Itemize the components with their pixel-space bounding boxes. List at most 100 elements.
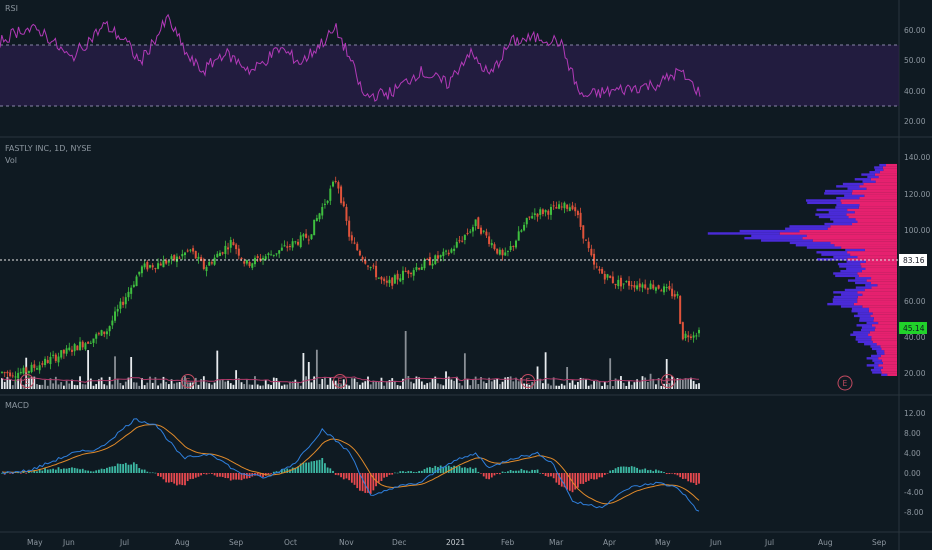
macd-hist-bar	[208, 473, 211, 474]
candle	[380, 275, 383, 284]
profile-down-bar	[836, 204, 860, 207]
volume-bar	[122, 385, 125, 389]
volume-bar	[141, 378, 143, 389]
profile-up-bar	[779, 232, 897, 235]
candle	[445, 249, 448, 256]
macd-hist-bar	[657, 470, 660, 473]
candle	[442, 248, 445, 262]
volume-bar	[504, 377, 507, 389]
volume-bar	[520, 377, 523, 389]
volume-bar	[547, 383, 550, 389]
macd-hist-bar	[469, 467, 472, 473]
volume-bar	[337, 383, 340, 389]
profile-up-bar	[874, 173, 897, 176]
profile-up-bar	[882, 366, 897, 369]
macd-hist-bar	[515, 470, 517, 473]
volume-bar	[97, 379, 100, 389]
macd-hist-bar	[380, 473, 383, 482]
macd-hist-bar	[49, 469, 52, 473]
earnings-marker[interactable]: E	[181, 374, 195, 388]
profile-up-bar	[854, 211, 897, 214]
earnings-marker[interactable]: E	[20, 374, 34, 388]
candle	[410, 271, 413, 278]
month-label: Apr	[603, 538, 617, 547]
macd-hist-bar	[103, 469, 106, 473]
candle	[138, 271, 141, 277]
volume-bar	[517, 381, 520, 389]
candle	[14, 371, 17, 383]
macd-hist-bar	[461, 467, 464, 473]
candle	[235, 242, 238, 255]
macd-hist-bar	[200, 473, 203, 476]
macd-hist-bar	[598, 473, 601, 478]
volume-bar	[100, 377, 103, 389]
profile-down-bar	[795, 244, 835, 247]
volume-bar	[350, 378, 353, 389]
macd-tick: 4.00	[904, 449, 921, 458]
candle	[660, 288, 663, 292]
macd-hist-bar	[466, 468, 469, 473]
profile-down-bar	[844, 194, 865, 197]
macd-hist-bar	[574, 473, 577, 490]
volume-bar	[146, 382, 149, 389]
macd-hist-bar	[493, 473, 496, 476]
volume-bar	[690, 377, 692, 389]
candle	[485, 228, 488, 239]
profile-up-bar	[857, 295, 897, 299]
ref-price-label: 83.16	[903, 256, 925, 265]
candle	[114, 306, 117, 323]
volume-bar	[665, 359, 668, 389]
macd-hist-bar	[116, 463, 119, 473]
volume-bar	[71, 379, 73, 389]
profile-up-bar	[802, 236, 897, 240]
macd-hist-bar	[6, 472, 9, 474]
volume-bar	[119, 382, 122, 389]
macd-hist-bar	[17, 472, 20, 474]
candle	[681, 321, 684, 341]
candle	[11, 372, 14, 379]
volume-bar	[162, 376, 165, 389]
candle	[539, 207, 542, 220]
candle	[178, 255, 181, 260]
profile-up-bar	[871, 338, 897, 341]
candle	[41, 360, 44, 368]
profile-down-bar	[876, 350, 885, 353]
candle	[603, 270, 606, 284]
candle	[420, 263, 423, 270]
profile-up-bar	[852, 189, 897, 193]
profile-up-bar	[857, 300, 897, 303]
candle	[283, 240, 286, 247]
profile-down-bar	[816, 251, 848, 254]
volume-bar	[159, 383, 162, 389]
candle	[167, 259, 170, 266]
candle	[458, 235, 461, 244]
macd-hist-bar	[638, 469, 641, 473]
volume-bar	[496, 378, 499, 389]
profile-up-bar	[847, 251, 897, 254]
price-axis[interactable]	[899, 0, 932, 550]
candle	[649, 280, 652, 290]
volume-bar	[216, 350, 219, 389]
candle	[253, 255, 256, 267]
earnings-marker[interactable]: E	[837, 375, 853, 391]
time-axis[interactable]: May Jun Jul Aug Sep Oct Nov Dec 2021 Feb…	[27, 538, 886, 547]
volume-bar	[229, 383, 232, 389]
earnings-marker[interactable]: E	[661, 374, 675, 388]
volume-bar	[184, 376, 186, 389]
profile-down-bar	[847, 279, 867, 282]
candle	[162, 255, 165, 268]
macd-hist-bar	[692, 473, 695, 483]
macd-hist-bar	[525, 470, 528, 473]
profile-up-bar	[847, 258, 897, 261]
earnings-marker[interactable]: E	[333, 374, 347, 388]
earnings-marker[interactable]: E	[521, 374, 535, 388]
profile-up-bar	[857, 291, 897, 294]
profile-up-bar	[864, 194, 897, 197]
macd-hist-bar	[38, 469, 41, 473]
volume-bar	[622, 382, 625, 389]
candle	[695, 332, 698, 340]
candle	[210, 259, 213, 266]
volume-bar	[138, 385, 141, 389]
profile-down-bar	[830, 218, 856, 221]
